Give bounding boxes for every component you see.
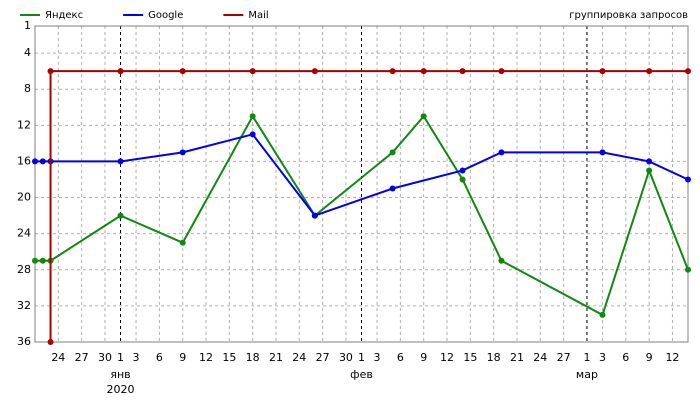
- point: [32, 257, 38, 264]
- y-tick-label: 28: [17, 263, 31, 276]
- point: [389, 68, 396, 75]
- x-tick-label: 12: [440, 351, 454, 364]
- month-label: янв: [110, 368, 130, 381]
- point: [39, 158, 46, 165]
- x-tick-label: 3: [133, 351, 140, 364]
- point: [646, 68, 653, 75]
- x-tick-label: 3: [374, 351, 381, 364]
- point: [420, 113, 427, 120]
- y-tick-label: 4: [24, 46, 31, 59]
- x-tick-label: 30: [339, 351, 353, 364]
- point: [179, 239, 186, 246]
- point: [311, 212, 318, 219]
- point: [389, 185, 396, 192]
- point: [646, 167, 653, 174]
- point: [249, 131, 256, 138]
- point: [685, 176, 691, 183]
- legend-label: Яндекс: [45, 10, 83, 21]
- x-tick-label: 15: [463, 351, 477, 364]
- y-tick-label: 32: [17, 299, 31, 312]
- x-tick-label: 27: [75, 351, 89, 364]
- y-tick-label: 36: [17, 335, 31, 348]
- point: [32, 158, 38, 165]
- point: [179, 68, 186, 75]
- point: [498, 257, 505, 264]
- x-tick-label: 15: [222, 351, 236, 364]
- point: [117, 68, 124, 75]
- x-tick-label: 1: [583, 351, 590, 364]
- point: [459, 68, 466, 75]
- x-tick-label: 9: [420, 351, 427, 364]
- plot-border: [34, 25, 689, 343]
- point: [39, 257, 46, 264]
- point: [599, 149, 606, 156]
- x-tick-label: 18: [487, 351, 501, 364]
- month-label: мар: [576, 368, 598, 381]
- x-tick-label: 6: [622, 351, 629, 364]
- x-tick-label: 24: [292, 351, 306, 364]
- month-label: фев: [350, 368, 373, 381]
- annotation: группировка запросов: [569, 10, 688, 21]
- point: [498, 149, 505, 156]
- y-tick-label: 12: [17, 118, 31, 131]
- point: [459, 176, 466, 183]
- x-tick-label: 12: [199, 351, 213, 364]
- year-label: 2020: [107, 383, 135, 396]
- x-tick-label: 9: [646, 351, 653, 364]
- x-tick-label: 6: [156, 351, 163, 364]
- x-tick-label: 1: [117, 351, 124, 364]
- point: [599, 311, 606, 318]
- x-tick-label: 21: [510, 351, 524, 364]
- y-tick-label: 16: [17, 154, 31, 167]
- x-tick-label: 21: [269, 351, 283, 364]
- point: [685, 68, 691, 75]
- x-tick-label: 24: [51, 351, 65, 364]
- point: [117, 212, 124, 219]
- y-tick-label: 24: [17, 227, 31, 240]
- y-tick-label: 20: [17, 191, 31, 204]
- x-tick-label: 1: [358, 351, 365, 364]
- x-tick-label: 12: [665, 351, 679, 364]
- series-line: [35, 114, 689, 317]
- point: [685, 266, 691, 273]
- x-tick-label: 27: [557, 351, 571, 364]
- point: [249, 68, 256, 75]
- point: [311, 68, 318, 75]
- legend-label: Google: [148, 10, 183, 21]
- point: [459, 167, 466, 174]
- y-tick-label: 8: [24, 82, 31, 95]
- x-tick-label: 6: [397, 351, 404, 364]
- point: [599, 68, 606, 75]
- x-tick-label: 30: [98, 351, 112, 364]
- point: [249, 113, 256, 120]
- point: [646, 158, 653, 165]
- point: [498, 68, 505, 75]
- x-tick-label: 27: [316, 351, 330, 364]
- x-tick-label: 3: [599, 351, 606, 364]
- point: [117, 158, 124, 165]
- legend-label: Mail: [248, 10, 268, 21]
- point: [389, 149, 396, 156]
- y-tick-label: 1: [24, 19, 31, 32]
- point: [420, 68, 427, 75]
- point: [47, 339, 54, 345]
- point: [47, 68, 54, 75]
- point: [179, 149, 186, 156]
- x-tick-label: 9: [179, 351, 186, 364]
- x-tick-label: 24: [533, 351, 547, 364]
- x-tick-label: 18: [246, 351, 260, 364]
